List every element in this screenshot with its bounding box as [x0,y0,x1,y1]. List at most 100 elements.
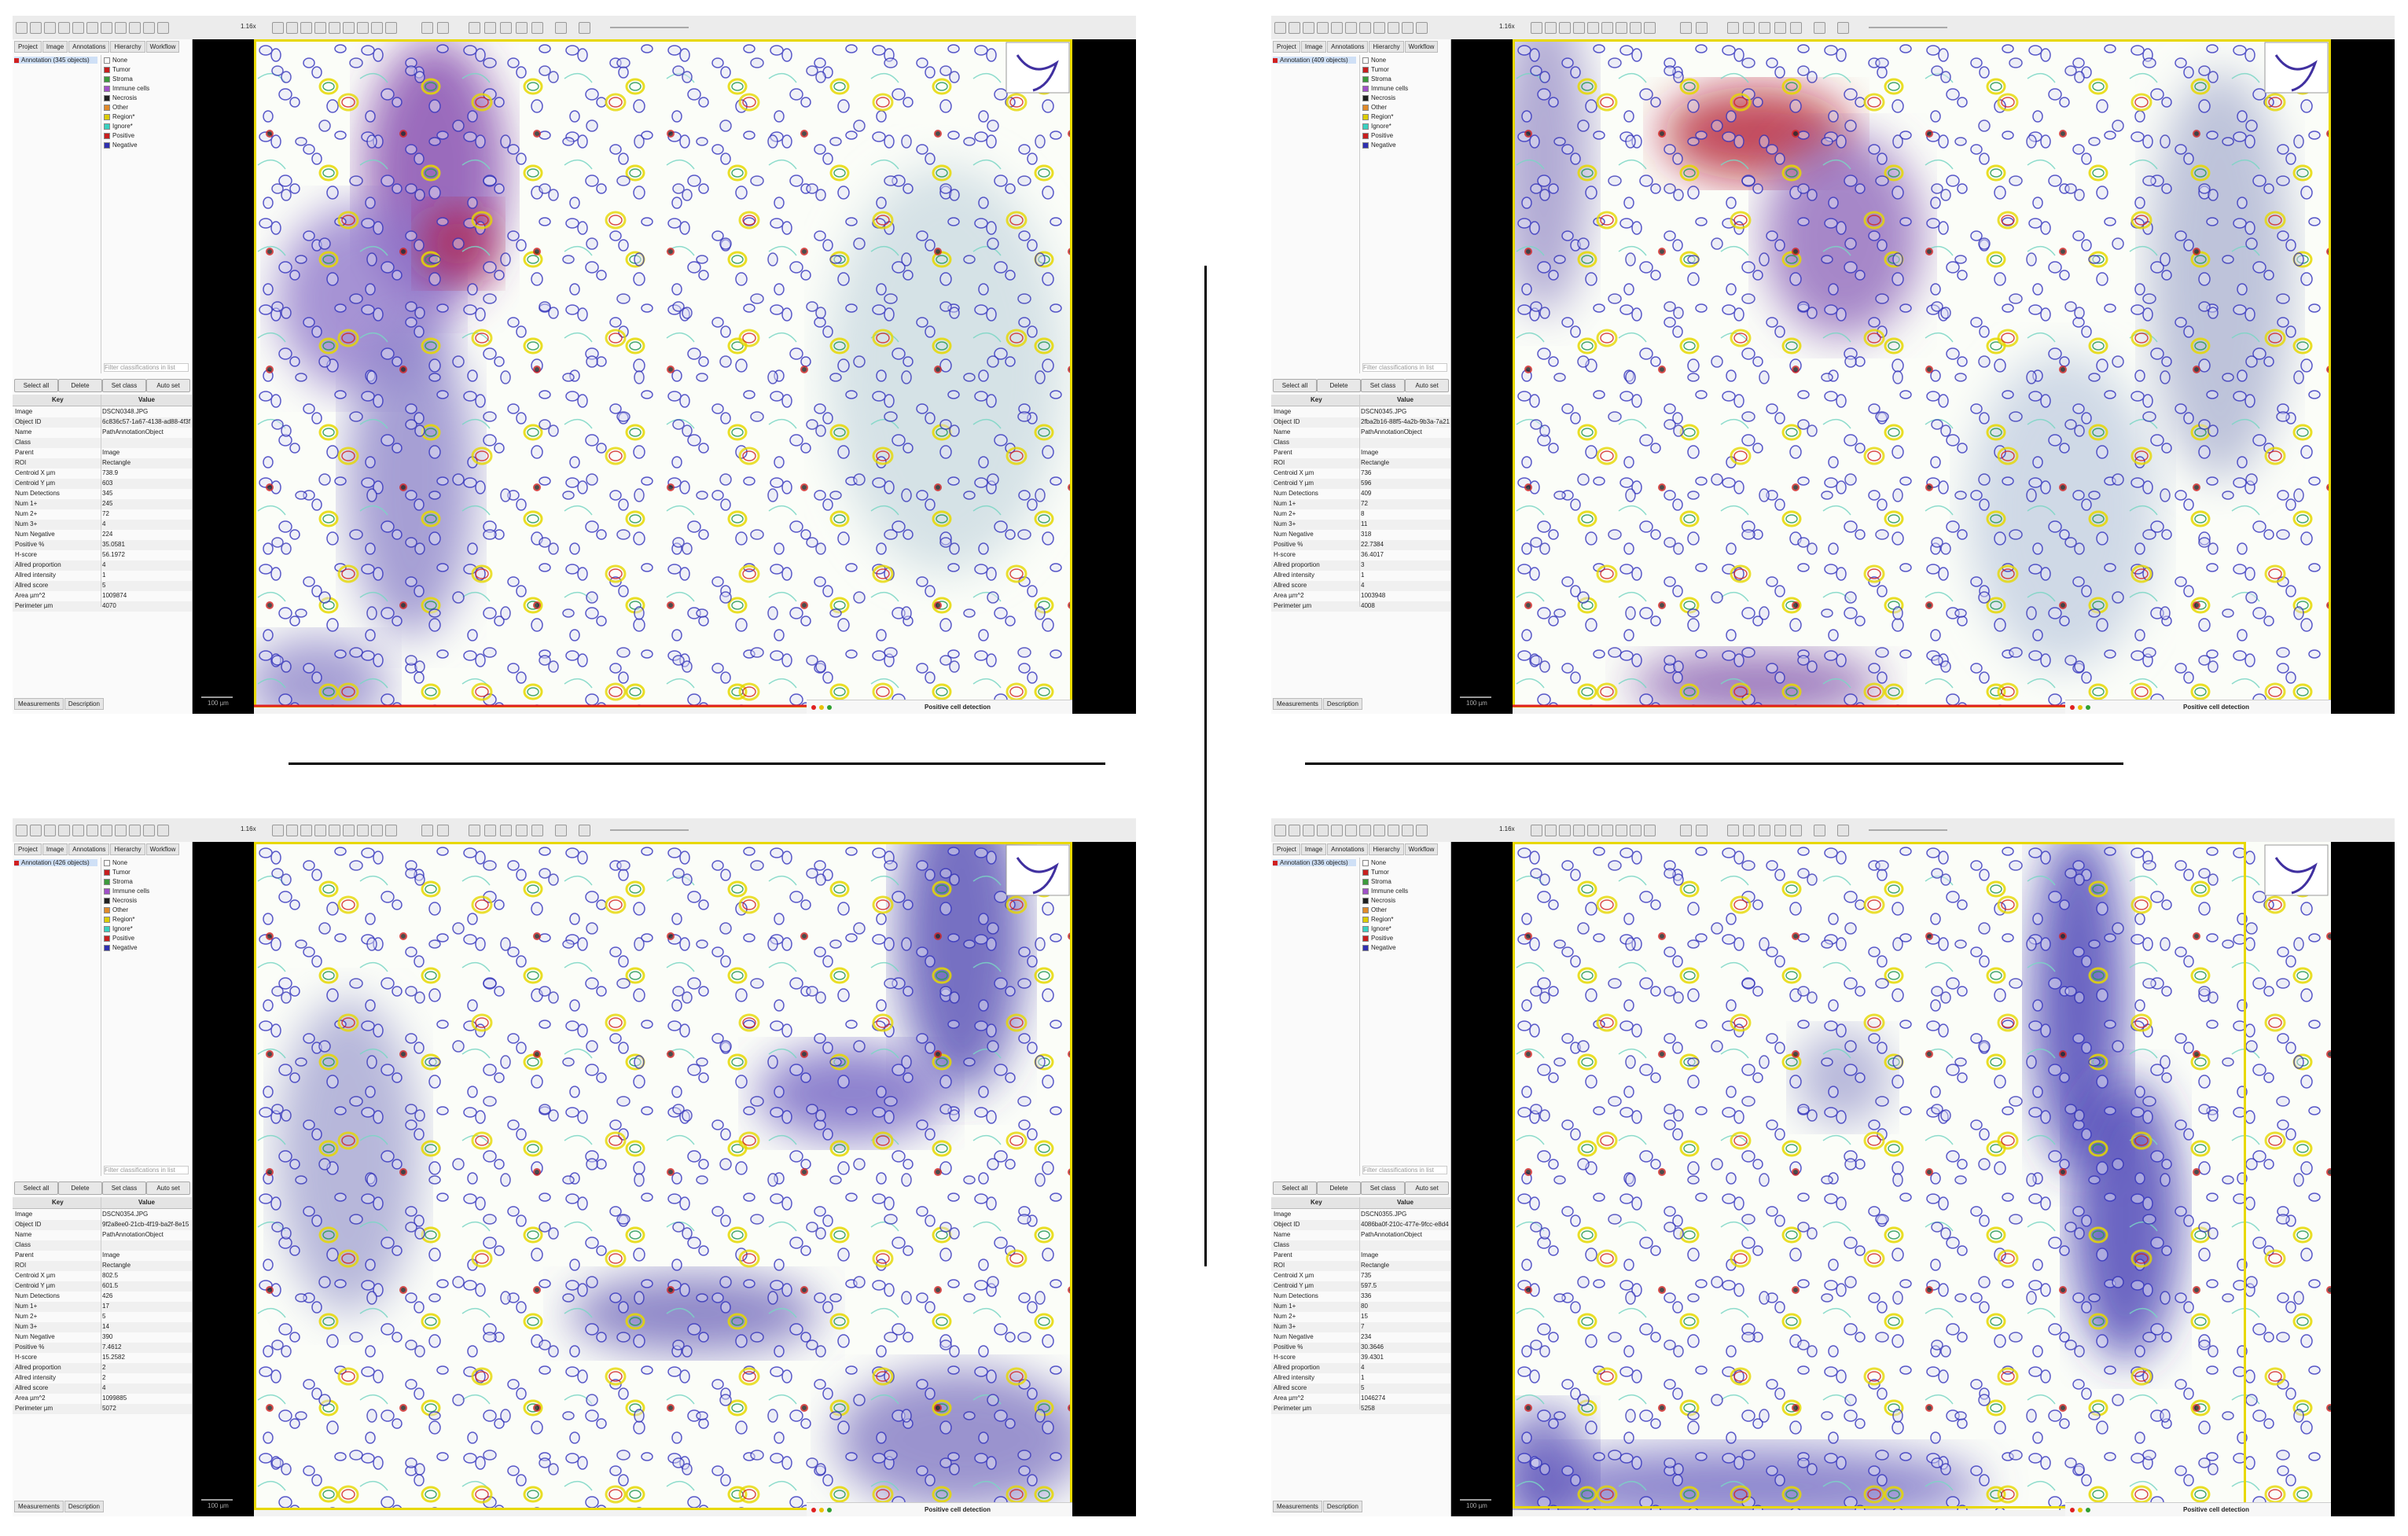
tool-icon[interactable] [157,825,169,836]
tool-icon[interactable] [272,22,284,34]
class-item[interactable]: Region* [104,916,134,923]
tool-icon[interactable] [1545,22,1557,34]
tab[interactable]: Hierarchy [110,41,145,53]
tool-icon[interactable] [143,22,155,34]
tool-icon[interactable] [1680,825,1692,836]
tool-icon[interactable] [1727,825,1739,836]
tool-icon[interactable] [44,22,56,34]
tool-icon[interactable] [1630,22,1641,34]
tool-icon[interactable] [421,825,433,836]
tool-icon[interactable] [1587,825,1599,836]
tool-icon[interactable] [44,825,56,836]
tab[interactable]: Measurements [1273,1501,1322,1512]
tool-icon[interactable] [484,22,496,34]
tool-icon[interactable] [437,22,449,34]
button[interactable]: Set class [1361,379,1405,392]
class-item[interactable]: Region* [1362,916,1393,923]
tool-icon[interactable] [1790,825,1802,836]
tool-icon[interactable] [1601,825,1613,836]
tab[interactable]: Measurements [14,698,64,710]
tool-icon[interactable] [86,825,98,836]
tab[interactable]: Workflow [145,41,180,53]
tool-icon[interactable] [1743,22,1755,34]
image-viewer[interactable] [1513,842,2331,1510]
tool-icon[interactable] [1559,22,1571,34]
tab[interactable]: Annotations [1327,843,1369,855]
tool-icon[interactable] [1331,22,1343,34]
tool-icon[interactable] [58,22,70,34]
tab[interactable]: Project [1273,843,1300,855]
class-item[interactable]: Stroma [104,75,133,83]
class-item[interactable]: Positive [1362,132,1393,139]
tool-icon[interactable] [555,22,567,34]
button[interactable]: Auto set [1405,379,1449,392]
tool-icon[interactable] [1345,22,1357,34]
class-item[interactable]: Immune cells [1362,887,1408,895]
tool-icon[interactable] [1317,825,1329,836]
tool-icon[interactable] [300,825,312,836]
tool-icon[interactable] [329,825,340,836]
class-item[interactable]: None [104,57,127,64]
button[interactable]: Auto set [146,1181,190,1195]
button[interactable]: Select all [14,1181,58,1195]
annotation-item[interactable]: Annotation (426 objects) [14,859,97,866]
class-item[interactable]: Stroma [1362,878,1391,885]
class-item[interactable]: Region* [1362,113,1393,120]
tool-icon[interactable] [1402,22,1414,34]
tool-icon[interactable] [1680,22,1692,34]
tool-icon[interactable] [1274,22,1286,34]
tool-icon[interactable] [143,825,155,836]
tool-icon[interactable] [1644,22,1656,34]
button[interactable]: Select all [1273,379,1317,392]
filter-field[interactable]: Filter classifications in list [104,1166,189,1174]
tool-icon[interactable] [1545,825,1557,836]
class-item[interactable]: Immune cells [104,85,149,92]
class-item[interactable]: Other [104,104,128,111]
tool-icon[interactable] [1289,825,1300,836]
filter-field[interactable]: Filter classifications in list [104,363,189,372]
tool-icon[interactable] [343,22,355,34]
class-item[interactable]: Tumor [1362,869,1389,876]
button[interactable]: Set class [102,1181,146,1195]
tool-icon[interactable] [1359,825,1371,836]
tool-icon[interactable] [129,22,141,34]
tool-icon[interactable] [500,825,512,836]
tab[interactable]: Hierarchy [1369,41,1404,53]
tool-icon[interactable] [1601,22,1613,34]
tool-icon[interactable] [1317,22,1329,34]
class-item[interactable]: Other [1362,906,1387,913]
tool-icon[interactable] [1573,825,1585,836]
tool-icon[interactable] [286,22,298,34]
tab[interactable]: Description [64,1501,104,1512]
class-item[interactable]: Tumor [104,66,131,73]
class-item[interactable]: None [104,859,127,866]
class-item[interactable]: Negative [104,944,138,951]
class-item[interactable]: Other [104,906,128,913]
button[interactable]: Delete [1317,379,1361,392]
button[interactable]: Delete [58,1181,102,1195]
tool-icon[interactable] [1573,22,1585,34]
tool-icon[interactable] [1416,825,1428,836]
class-item[interactable]: Positive [104,935,134,942]
button[interactable]: Set class [102,379,146,392]
tool-icon[interactable] [1331,825,1343,836]
tab[interactable]: Image [42,843,68,855]
tool-icon[interactable] [555,825,567,836]
zoom-slider[interactable] [610,829,689,831]
tab[interactable]: Image [1300,843,1327,855]
tool-icon[interactable] [30,22,42,34]
button[interactable]: Select all [1273,1181,1317,1195]
class-item[interactable]: Ignore* [104,123,133,130]
class-item[interactable]: Necrosis [1362,897,1395,904]
tool-icon[interactable] [314,825,326,836]
button[interactable]: Delete [1317,1181,1361,1195]
class-item[interactable]: Positive [104,132,134,139]
annotation-item[interactable]: Annotation (336 objects) [1273,859,1356,866]
tool-icon[interactable] [72,825,84,836]
tool-icon[interactable] [272,825,284,836]
class-item[interactable]: Ignore* [1362,925,1391,932]
button[interactable]: Auto set [1405,1181,1449,1195]
tab[interactable]: Workflow [1404,41,1439,53]
tab[interactable]: Description [1322,698,1362,710]
class-item[interactable]: Necrosis [104,94,137,101]
